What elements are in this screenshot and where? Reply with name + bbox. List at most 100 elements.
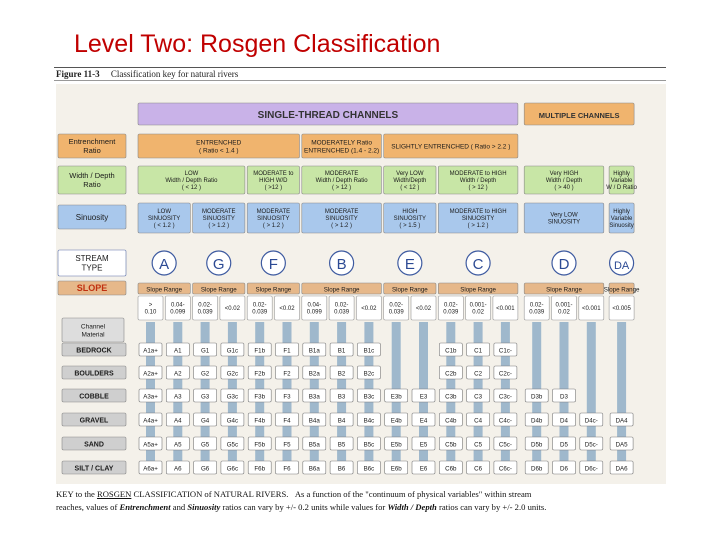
entrenchment-text: ( Ratio < 1.4 ): [199, 147, 239, 154]
stream-type-circle: [260, 250, 286, 276]
classification-cell-label: F2: [283, 371, 291, 378]
sinuosity-text: LOW: [157, 209, 171, 215]
slope-value: 0.039: [198, 310, 214, 316]
classification-cell-label: C5: [474, 442, 482, 449]
material-label: SAND: [84, 442, 104, 449]
sinuosity-text: MODERATE: [257, 209, 291, 215]
stream-type-circle: [608, 250, 635, 276]
classification-cell-label: A2a+: [143, 371, 158, 378]
entrenchment-box: [301, 133, 382, 159]
classification-cell: [302, 412, 327, 427]
classification-cell-label: G5: [201, 442, 210, 449]
stream-type-circle: [397, 250, 423, 276]
classification-cell-label: G3c: [227, 394, 238, 401]
classification-cell-label: C4c-: [499, 418, 512, 425]
footer-rosgen: ROSGEN: [96, 489, 132, 499]
width-depth-text: ( >12 ): [265, 185, 283, 191]
classification-cell-label: C3b: [445, 394, 457, 401]
classification-cell: [247, 436, 272, 451]
classification-cell: [411, 412, 436, 427]
classification-cell-label: E3: [420, 394, 428, 401]
stream-type-label: DA: [614, 260, 630, 272]
slope-value: 0.02: [558, 310, 570, 316]
row-label-stream-type-box: [57, 249, 127, 277]
classification-cell-label: B4c: [364, 418, 375, 425]
classification-cell: [493, 436, 518, 451]
figure-rule: [54, 80, 666, 81]
slope-value-box: [274, 295, 300, 321]
classification-cell: [552, 460, 576, 475]
sinuosity-text: MODERATE: [325, 209, 359, 215]
classification-cell-label: C3: [474, 394, 482, 401]
slope-value: 0.099: [307, 310, 323, 316]
classification-cell-label: B3: [338, 394, 346, 401]
classification-cell: [384, 412, 409, 427]
sinuosity-text: SINUOSITY: [394, 216, 426, 222]
slope-value-box: [165, 295, 191, 321]
stream-type-label: G: [213, 256, 225, 273]
slope-value-box: [356, 295, 382, 321]
footer-line2c: ratios can vary by +/- 2.0 units.: [438, 502, 547, 512]
classification-cell-label: A3: [174, 394, 182, 401]
classification-cell-label: F5: [283, 442, 291, 449]
width-depth-text: LOW: [185, 171, 199, 177]
classification-cell: [357, 388, 381, 403]
sinuosity-box: [192, 202, 246, 234]
slope-value-box: [219, 295, 246, 321]
classification-cell: [609, 460, 634, 475]
slope-range-header: [301, 282, 382, 295]
material-label-box: [61, 412, 127, 427]
classification-cell: [166, 436, 190, 451]
classification-cell-label: A4a+: [143, 418, 158, 425]
classification-cell: [193, 365, 217, 380]
classification-cell: [493, 460, 518, 475]
classification-cell-label: G1c: [227, 348, 238, 355]
sinuosity-text: ( > 1.5 ): [399, 223, 420, 229]
width-depth-text: Very HIGH: [550, 171, 579, 177]
classification-cell: [411, 460, 436, 475]
classification-cell: [166, 460, 190, 475]
classification-cell-label: F5b: [254, 442, 265, 449]
classification-cell: [579, 412, 604, 427]
classification-cell-label: E5b: [391, 442, 403, 449]
width-depth-text: ( < 12 ): [182, 185, 201, 191]
figure-top-rule: [54, 67, 666, 68]
classification-cell-label: G6c: [227, 466, 238, 473]
slope-value-box: [137, 295, 164, 321]
slope-value: 0.039: [443, 310, 459, 316]
slope-value: 0.10: [145, 310, 157, 316]
classification-cell: [466, 342, 490, 357]
classification-cell-label: B1a: [309, 348, 321, 355]
material-label: SILT / CLAY: [75, 466, 114, 473]
classification-cell-label: D3: [560, 394, 568, 401]
slope-range-label: Slope Range: [146, 287, 182, 294]
classification-cell-label: E3b: [391, 394, 403, 401]
slope-value: 0.02-: [530, 303, 544, 309]
column-stripe: [617, 322, 627, 470]
classification-cell: [220, 365, 245, 380]
classification-cell: [493, 412, 518, 427]
material-label: GRAVEL: [80, 418, 109, 425]
classification-cell-label: F1b: [254, 348, 265, 355]
classification-cell-label: C4: [474, 418, 482, 425]
classification-cell-label: G2: [201, 371, 210, 378]
classification-cell: [193, 460, 217, 475]
classification-cell-label: B3c: [364, 394, 375, 401]
entrenchment-text: MODERATELY Ratio: [311, 139, 372, 146]
stream-type-label: A: [159, 256, 169, 273]
classification-cell: [166, 342, 190, 357]
slope-value-box: [437, 295, 464, 321]
row-label-channel-material-box: [61, 317, 125, 343]
slope-value: <0.02: [279, 306, 295, 312]
classification-cell-label: G1: [201, 348, 210, 355]
width-depth-box: [137, 165, 246, 195]
classification-cell-label: A5a+: [143, 442, 158, 449]
classification-cell-label: B2: [338, 371, 346, 378]
classification-cell: [193, 342, 217, 357]
entrenchment-text: ENTRENCHED (1.4 - 2.2): [304, 147, 379, 154]
entrenchment-text: SLIGHTLY ENTRENCHED ( Ratio > 2.2 ): [391, 143, 510, 150]
classification-cell: [138, 460, 163, 475]
sinuosity-text: Sinuosity: [609, 223, 633, 229]
classification-cell: [302, 342, 327, 357]
